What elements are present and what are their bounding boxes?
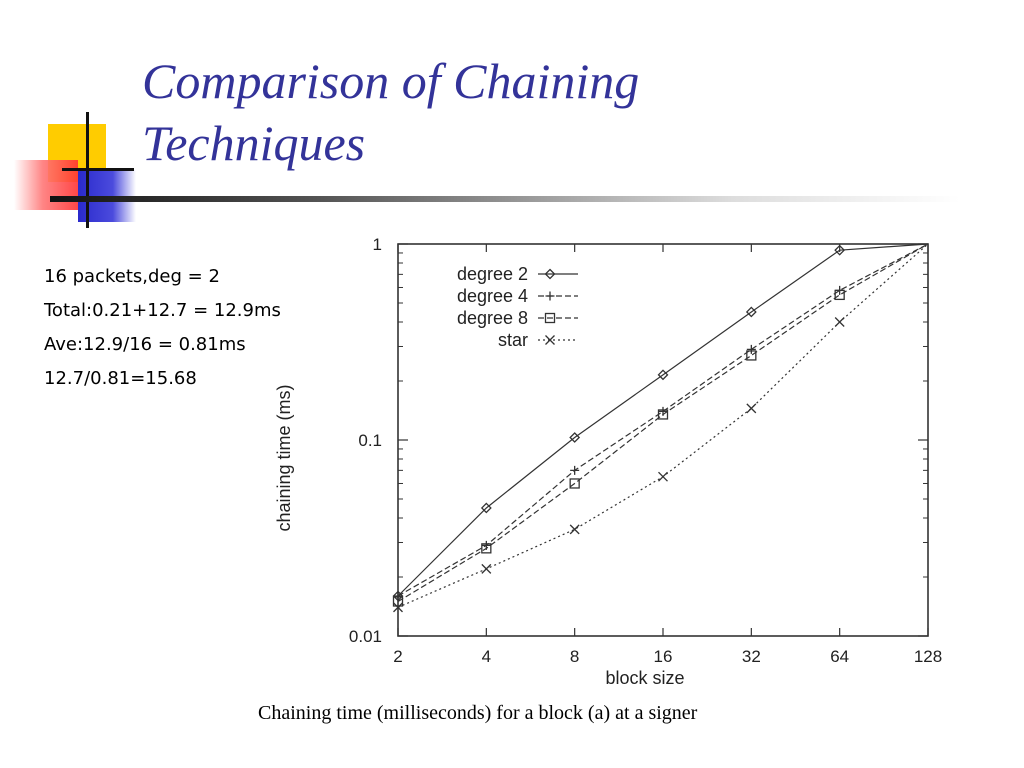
data-point-square (392, 596, 404, 607)
y-axis-label: chaining time (ms) (274, 384, 294, 531)
x-tick-label: 2 (393, 647, 402, 666)
title-underline (50, 196, 960, 202)
x-axis-label: block size (605, 668, 684, 688)
y-tick-label: 0.1 (358, 431, 382, 450)
note-line: 12.7/0.81=15.68 (44, 368, 197, 389)
note-line: Total:0.21+12.7 = 12.9ms (44, 300, 281, 321)
data-point-diamond (569, 432, 581, 443)
slide-title-line-1: Comparison of Chaining (142, 53, 640, 109)
legend-label: degree 8 (457, 308, 528, 328)
series-line-degree-2 (397, 243, 929, 597)
series-degree-8 (392, 243, 929, 607)
x-tick-label: 8 (570, 647, 579, 666)
note-line: 16 packets,deg = 2 (44, 266, 220, 287)
legend-label: star (498, 330, 528, 350)
slide-title-line-2: Techniques (142, 115, 366, 171)
data-point-square (746, 350, 757, 361)
data-point-cross (658, 471, 668, 482)
series-line-degree-8 (397, 243, 929, 603)
data-point-square (481, 543, 492, 554)
data-point-plus (570, 465, 580, 475)
data-point-cross (834, 317, 845, 327)
data-point-square (544, 312, 556, 324)
data-point-diamond (745, 306, 757, 318)
x-tick-label: 32 (742, 647, 761, 666)
data-point-plus (746, 344, 756, 354)
legend-label: degree 4 (457, 286, 528, 306)
series-star (393, 243, 929, 613)
data-point-plus (393, 591, 403, 601)
y-tick-label: 1 (373, 235, 382, 254)
data-point-plus (545, 291, 555, 301)
chart-container: 2 4 8 16 32 64 128 0.01 0.1 1 degree 2 degree 4 deg… (268, 232, 958, 692)
notes-panel: 16 packets,deg = 2 Total:0.21+12.7 = 12.… (44, 265, 284, 401)
data-point-diamond (544, 268, 556, 280)
data-point-diamond (834, 244, 846, 256)
data-point-diamond (480, 502, 492, 514)
y-tick-label: 0.01 (349, 627, 382, 646)
data-point-cross (481, 563, 492, 574)
data-point-square (834, 289, 845, 301)
data-point-diamond (657, 369, 669, 381)
data-point-cross (393, 602, 403, 613)
chart-caption: Chaining time (milliseconds) for a block… (258, 702, 698, 724)
data-point-square (657, 409, 669, 420)
slide-title: Comparison of Chaining Techniques (142, 50, 942, 174)
data-point-square (569, 478, 580, 489)
x-tick-label: 4 (482, 647, 491, 666)
x-tick-label: 16 (654, 647, 673, 666)
data-point-cross (569, 524, 580, 535)
x-tick-label: 128 (914, 647, 942, 666)
data-point-cross (746, 403, 757, 414)
deco-horizontal-line (62, 168, 134, 171)
data-point-cross (545, 335, 555, 345)
x-tick-label: 64 (830, 647, 849, 666)
legend-label: degree 2 (457, 264, 528, 284)
note-line: Ave:12.9/16 = 0.81ms (44, 334, 246, 355)
